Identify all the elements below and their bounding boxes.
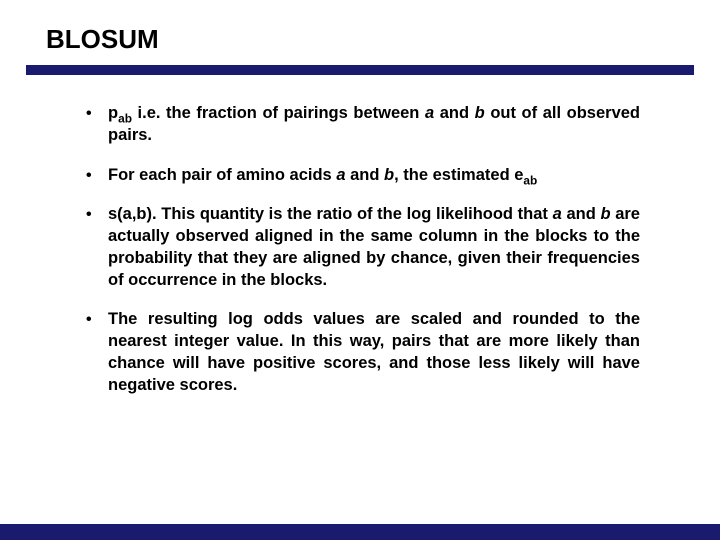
list-item: The resulting log odds values are scaled… [80, 309, 640, 396]
list-item: pab i.e. the fraction of pairings betwee… [80, 103, 640, 147]
list-item: s(a,b). This quantity is the ratio of th… [80, 204, 640, 291]
list-item: For each pair of amino acids a and b, th… [80, 165, 640, 187]
bullet-list: pab i.e. the fraction of pairings betwee… [80, 103, 640, 396]
bottom-bar [0, 524, 720, 540]
slide-content: pab i.e. the fraction of pairings betwee… [0, 103, 720, 396]
slide: BLOSUM pab i.e. the fraction of pairings… [0, 0, 720, 540]
slide-title: BLOSUM [0, 24, 720, 55]
title-underline [26, 65, 694, 75]
